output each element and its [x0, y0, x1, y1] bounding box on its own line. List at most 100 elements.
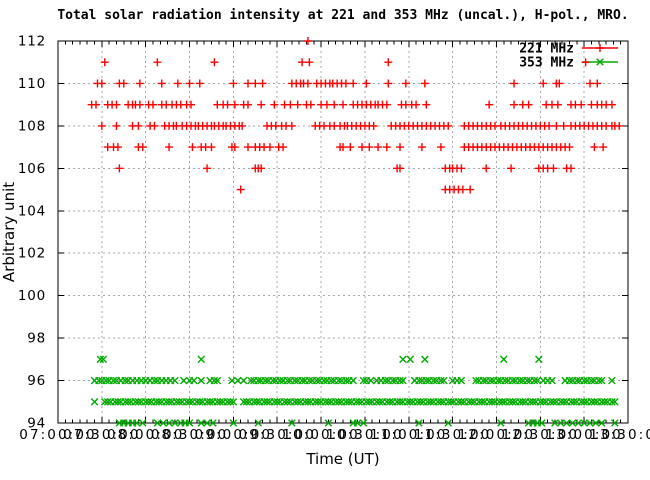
data-point-353mhz: [535, 355, 543, 364]
data-point-353mhz: [206, 397, 214, 406]
data-point-353mhz: [375, 397, 384, 406]
data-point-221mhz: [135, 79, 144, 88]
data-point-353mhz: [485, 397, 493, 406]
data-point-353mhz: [359, 419, 368, 427]
gridlines: [58, 41, 628, 423]
data-point-353mhz: [393, 397, 401, 406]
legend: 221 MHz 353 MHz: [519, 42, 618, 71]
data-point-353mhz: [263, 397, 271, 406]
data-point-353mhz: [233, 376, 242, 385]
data-point-221mhz: [298, 58, 307, 67]
data-point-353mhz: [406, 397, 415, 406]
data-point-353mhz: [138, 419, 147, 427]
data-point-221mhz: [330, 100, 339, 109]
data-point-221mhz: [185, 79, 194, 88]
data-point-353mhz: [352, 397, 360, 406]
data-point-221mhz: [188, 143, 197, 152]
data-point-353mhz: [597, 419, 606, 427]
data-point-353mhz: [239, 376, 248, 385]
data-point-221mhz: [339, 143, 347, 152]
data-point-353mhz: [228, 376, 236, 385]
data-point-353mhz: [153, 419, 162, 427]
data-point-353mhz: [247, 376, 255, 385]
y-tick-label: 112: [18, 34, 46, 50]
data-point-353mhz: [216, 397, 225, 406]
data-points: [87, 37, 624, 427]
data-point-353mhz: [574, 419, 583, 427]
data-point-221mhz: [401, 79, 410, 88]
data-point-353mhz: [95, 376, 103, 385]
series-353mhz: [90, 355, 619, 427]
data-point-353mhz: [261, 376, 270, 385]
y-tick-label: 102: [18, 246, 46, 262]
data-point-221mhz: [384, 58, 393, 67]
data-point-353mhz: [467, 397, 476, 406]
data-point-353mhz: [565, 376, 574, 385]
data-point-221mhz: [539, 79, 548, 88]
data-point-353mhz: [250, 397, 258, 406]
data-point-353mhz: [592, 419, 600, 427]
data-point-353mhz: [334, 376, 343, 385]
data-point-353mhz: [529, 397, 537, 406]
data-point-353mhz: [209, 419, 217, 427]
data-point-353mhz: [586, 419, 594, 427]
x-tick-label: 11:30:00: [414, 427, 491, 443]
data-point-353mhz: [556, 419, 565, 427]
data-point-353mhz: [365, 397, 374, 406]
data-point-353mhz: [324, 419, 333, 427]
data-point-353mhz: [320, 376, 328, 385]
data-point-221mhz: [207, 143, 216, 152]
data-point-353mhz: [182, 397, 191, 406]
data-point-353mhz: [290, 376, 299, 385]
data-point-353mhz: [608, 397, 616, 406]
data-point-221mhz: [444, 121, 453, 130]
data-point-221mhz: [230, 100, 239, 109]
data-point-353mhz: [223, 397, 232, 406]
data-point-221mhz: [341, 79, 350, 88]
data-point-353mhz: [213, 376, 222, 385]
data-point-353mhz: [385, 397, 394, 406]
data-point-353mhz: [269, 376, 277, 385]
data-point-221mhz: [100, 58, 109, 67]
data-point-353mhz: [548, 376, 556, 385]
x-tick-label: 10:00:00: [282, 427, 359, 443]
data-point-353mhz: [321, 397, 330, 406]
data-point-353mhz: [518, 397, 527, 406]
data-point-353mhz: [197, 376, 206, 385]
data-point-353mhz: [429, 376, 438, 385]
data-point-221mhz: [396, 143, 404, 152]
data-point-353mhz: [546, 397, 555, 406]
data-point-221mhz: [229, 79, 238, 88]
data-point-353mhz: [239, 397, 248, 406]
data-point-221mhz: [270, 100, 279, 109]
data-point-353mhz: [508, 397, 517, 406]
data-point-353mhz: [562, 419, 571, 427]
data-point-353mhz: [447, 397, 455, 406]
data-point-353mhz: [324, 397, 333, 406]
data-point-221mhz: [236, 185, 245, 194]
series-221mhz: [87, 37, 624, 194]
data-point-221mhz: [552, 121, 561, 130]
x-tick-labels: 07:00:0007:30:0008:00:0008:30:0009:00:00…: [19, 427, 650, 443]
y-tick-label: 98: [27, 331, 46, 347]
data-point-353mhz: [457, 376, 466, 385]
data-point-221mhz: [230, 143, 239, 152]
data-point-353mhz: [254, 376, 263, 385]
data-point-353mhz: [342, 397, 350, 406]
data-point-353mhz: [179, 376, 188, 385]
data-point-221mhz: [97, 121, 106, 130]
data-point-353mhz: [197, 419, 206, 427]
data-point-353mhz: [359, 376, 368, 385]
x-axis-label: Time (UT): [305, 450, 379, 468]
data-point-221mhz: [384, 79, 393, 88]
data-point-353mhz: [159, 419, 168, 427]
data-point-221mhz: [203, 164, 212, 173]
data-point-221mhz: [466, 185, 475, 194]
data-point-353mhz: [423, 397, 432, 406]
data-point-353mhz: [283, 376, 292, 385]
data-point-221mhz: [417, 143, 426, 152]
y-axis-label: Arbitrary unit: [0, 182, 18, 282]
data-point-353mhz: [611, 397, 619, 406]
data-point-353mhz: [353, 419, 362, 427]
